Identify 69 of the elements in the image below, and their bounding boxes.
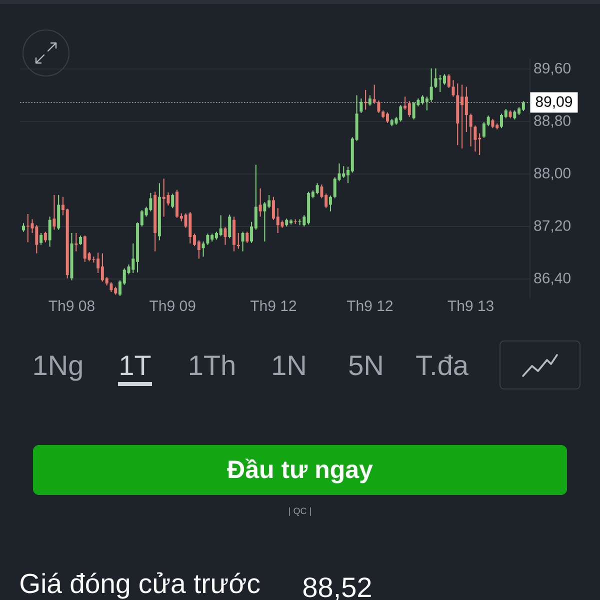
candlestick [162,178,166,217]
candlestick [399,105,402,122]
candlestick [246,232,249,243]
candlestick [219,215,222,236]
x-tick-label: Th9 12 [250,300,296,312]
x-tick-label: Th9 09 [150,300,196,312]
candlestick [206,234,210,245]
candlestick [44,232,47,242]
text: | QC | [289,507,311,516]
candlestick [52,194,56,230]
candlestick [328,196,332,212]
candlestick [434,68,438,88]
candlestick [236,233,240,249]
candlestick [232,216,236,252]
x-tick-label: Th9 13 [448,300,494,312]
text: 1Ng [34,356,82,381]
candlestick [316,183,319,194]
y-tick-label: 88,80 [534,115,570,128]
candlestick [390,118,394,126]
candlestick [74,233,78,252]
candlestick [202,242,205,257]
candlestick [224,227,227,245]
candlestick [491,118,494,128]
candlestick [447,74,450,88]
candlestick [452,80,455,97]
candlestick [469,114,472,146]
text: 1Th [190,354,234,375]
candlestick [364,90,368,110]
candlestick [360,98,363,113]
candlestick [79,236,82,245]
candlestick [456,83,460,146]
text: T.đa [416,354,468,376]
text: 5N [349,356,382,376]
candlestick [508,110,512,118]
y-tick-label: 89,60 [534,62,570,76]
candlestick [294,219,297,224]
candlestick [298,219,302,226]
candlestick [474,125,477,152]
candlestick [412,102,416,120]
candlestick [154,192,157,252]
candlestick [48,216,52,247]
candlestick [377,100,380,113]
candlestick [522,101,525,112]
candlestick [241,232,244,252]
candlestick [70,233,74,280]
candlestick [228,214,232,238]
candlestick [285,218,288,226]
candlestick [372,84,376,104]
text: 1N [273,356,305,375]
y-tick-label: 88,00 [534,168,570,180]
candlestick [40,233,43,245]
text: Đầu tư ngay [227,458,373,484]
candlestick [22,223,25,232]
text: Giá đóng cửa trước [20,572,260,599]
ref-line-label: 89,09 [536,96,572,109]
candlestick [188,212,192,244]
candlestick [386,112,389,123]
candlestick [110,282,113,292]
candlestick [368,95,372,106]
x-tick-label: Th9 12 [346,300,393,312]
candlestick [158,183,161,240]
candlestick [171,194,174,208]
y-tick-label: 87,20 [534,220,570,233]
text: 1T [120,356,151,375]
candlestick [513,110,516,120]
candlestick [258,188,262,217]
y-tick-label: 86,40 [534,272,570,286]
candlestick [57,194,60,230]
x-tick-label: Th9 08 [48,300,94,312]
